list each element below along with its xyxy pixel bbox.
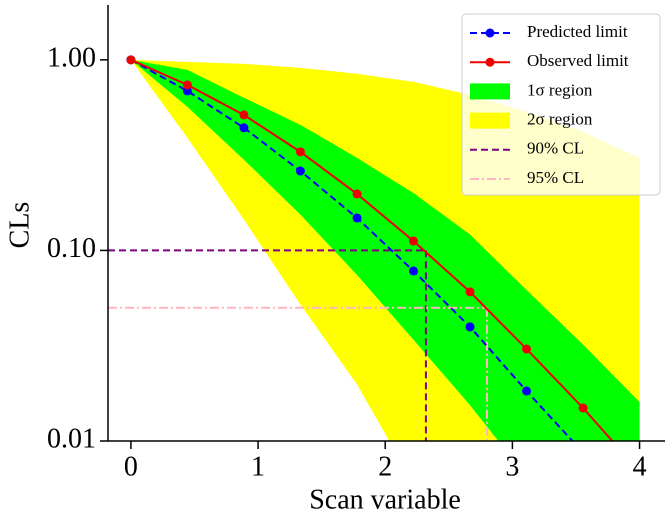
legend-label: 1σ region <box>527 80 593 99</box>
point <box>239 123 249 133</box>
y-tick-label: 0.01 <box>47 423 96 454</box>
point <box>465 287 475 297</box>
legend-box <box>461 13 661 196</box>
legend-label: 90% CL <box>527 139 584 158</box>
point <box>352 213 362 223</box>
point <box>465 322 475 332</box>
point <box>408 266 418 276</box>
point <box>522 386 532 396</box>
x-tick-label: 2 <box>378 451 392 482</box>
point <box>408 236 418 246</box>
legend-marker <box>485 28 495 38</box>
y-tick-label: 0.10 <box>47 233 96 264</box>
y-tick-label: 1.00 <box>47 42 96 73</box>
point <box>126 55 136 65</box>
legend-label: 2σ region <box>527 110 593 129</box>
point <box>239 110 249 120</box>
series-line <box>130 58 614 441</box>
y-axis-label: CLs <box>4 202 35 249</box>
point <box>182 80 192 90</box>
point <box>522 344 532 354</box>
x-tick-label: 3 <box>505 451 519 482</box>
point <box>295 147 305 157</box>
point <box>352 189 362 199</box>
legend-label: 95% CL <box>527 168 584 187</box>
x-tick-label: 1 <box>251 451 265 482</box>
legend-label: Observed limit <box>527 51 629 70</box>
x-tick-label: 0 <box>124 451 138 482</box>
x-tick-label: 4 <box>633 451 647 482</box>
point <box>579 448 588 457</box>
legend-swatch <box>470 112 510 129</box>
point <box>295 166 305 176</box>
x-axis-label: Scan variable <box>309 484 461 515</box>
point <box>635 517 644 526</box>
legend-label: Predicted limit <box>527 22 628 41</box>
point <box>578 403 588 413</box>
legend-marker <box>485 57 495 67</box>
legend-swatch <box>470 83 510 100</box>
